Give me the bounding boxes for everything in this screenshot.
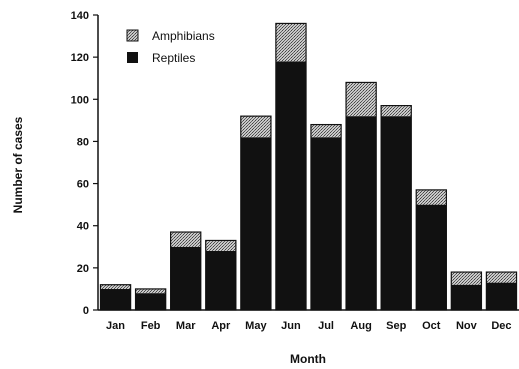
y-tick-label-40: 40	[77, 221, 89, 233]
legend-swatch-reptiles	[127, 52, 138, 63]
bar-reptiles-jun	[275, 61, 307, 310]
bar-reptiles-apr	[205, 251, 236, 310]
bar-amphibians-aug	[346, 82, 377, 117]
y-tick-label-0: 0	[83, 305, 89, 317]
x-tick-label-jun: Jun	[281, 320, 301, 332]
bar-amphibians-jan	[100, 284, 131, 289]
legend-label-amphibians: Amphibians	[152, 29, 215, 43]
bar-amphibians-oct	[416, 189, 447, 205]
x-tick-label-oct: Oct	[422, 320, 441, 332]
x-tick-label-jul: Jul	[318, 320, 334, 332]
x-tick-label-sep: Sep	[386, 320, 406, 332]
ticks-layer: Jan Feb Mar Apr May Jun Jul Aug Sep Oct Nov Dec 0 20 4…	[71, 10, 512, 332]
bars-layer	[99, 22, 518, 311]
y-tick-label-80: 80	[77, 136, 89, 148]
bar-reptiles-aug	[346, 116, 377, 310]
legend-swatch-amphibians	[126, 29, 139, 42]
bar-reptiles-jan	[100, 288, 131, 310]
bar-amphibians-mar	[170, 232, 201, 247]
legend: Amphibians Reptiles	[126, 29, 215, 65]
bar-amphibians-nov	[451, 272, 482, 285]
y-tick-label-60: 60	[77, 179, 89, 191]
y-tick-label-120: 120	[71, 52, 89, 64]
legend-label-reptiles: Reptiles	[152, 51, 195, 65]
bar-amphibians-feb	[135, 288, 166, 294]
bar-amphibians-jun	[275, 23, 307, 62]
x-tick-label-dec: Dec	[491, 320, 511, 332]
bar-amphibians-jul	[310, 124, 342, 138]
x-tick-label-aug: Aug	[350, 320, 371, 332]
x-tick-label-jan: Jan	[106, 320, 125, 332]
bar-reptiles-nov	[451, 284, 482, 310]
x-tick-label-may: May	[245, 320, 267, 332]
bar-reptiles-sep	[381, 116, 412, 310]
y-axis-title: Number of cases	[11, 116, 25, 213]
bar-amphibians-dec	[486, 272, 517, 283]
y-tick-label-140: 140	[71, 10, 89, 22]
bar-amphibians-may	[240, 116, 271, 138]
x-tick-label-mar: Mar	[176, 320, 196, 332]
x-axis-title: Month	[290, 352, 326, 366]
y-tick-label-20: 20	[77, 263, 89, 275]
y-tick-label-100: 100	[71, 94, 89, 106]
bar-reptiles-dec	[486, 282, 517, 310]
bar-amphibians-apr	[205, 240, 236, 251]
bar-reptiles-feb	[135, 293, 166, 310]
bar-reptiles-mar	[170, 246, 201, 310]
bar-amphibians-sep	[381, 105, 412, 117]
axes-layer	[97, 15, 519, 311]
x-tick-label-apr: Apr	[211, 320, 231, 332]
bar-reptiles-may	[240, 137, 271, 310]
bar-reptiles-oct	[416, 204, 447, 310]
bar-reptiles-jul	[310, 137, 342, 310]
x-tick-label-feb: Feb	[141, 320, 161, 332]
x-tick-label-nov: Nov	[456, 320, 478, 332]
